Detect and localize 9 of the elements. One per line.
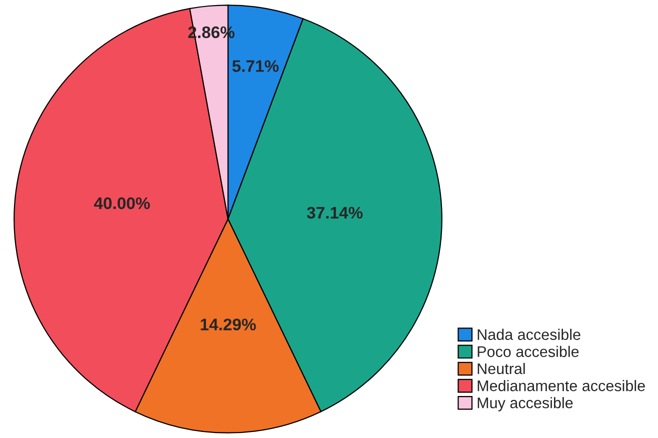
data-label: 14.29% [200,318,256,330]
data-label: 5.71% [232,60,279,72]
legend-label: Muy accesible [478,397,573,412]
legend-label: Medianamente accesible [478,380,645,392]
legend-label: Neutral [478,362,525,374]
legend-label: Poco accesible [478,346,579,358]
data-label: 37.14% [306,206,363,219]
legend-label: Nada accesible [478,328,580,340]
data-label: 40.00% [94,197,150,210]
